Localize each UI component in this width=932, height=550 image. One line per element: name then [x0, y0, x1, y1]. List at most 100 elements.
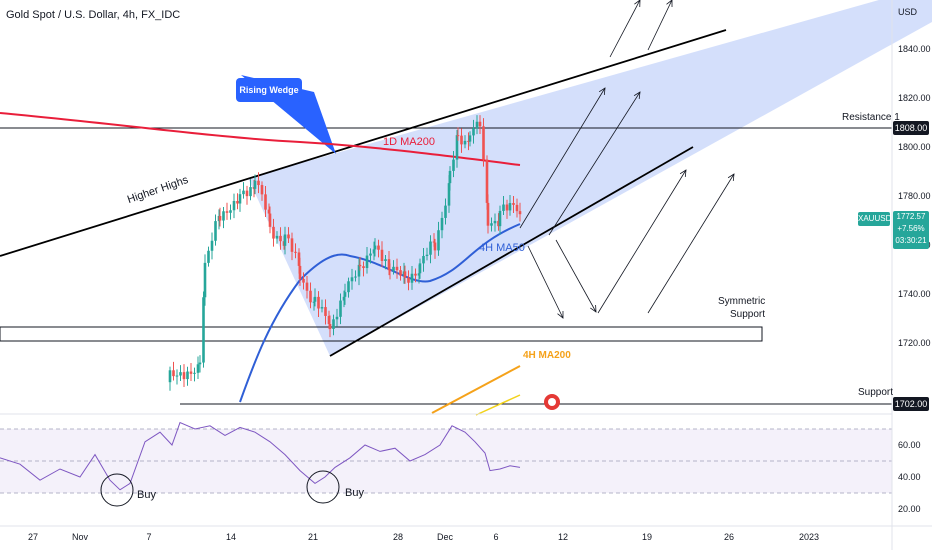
projection-arrow-head-5	[727, 173, 735, 182]
support-label: Support	[858, 387, 894, 398]
y-tick-label: 1840.00	[898, 44, 931, 54]
candle-body	[472, 128, 475, 136]
chart-title: Gold Spot / U.S. Dollar, 4h, FX_IDC	[6, 9, 181, 21]
x-tick-label: 7	[146, 532, 151, 542]
candle-body	[342, 296, 346, 301]
candle-body	[395, 266, 399, 271]
ma-4h-50-label: 4H MA50	[479, 242, 525, 254]
resistance-price-tag: 1808.00	[893, 121, 929, 135]
candle-body	[468, 135, 472, 142]
candle-body	[447, 183, 451, 206]
buy-circle-1	[100, 473, 134, 507]
candle-body	[362, 266, 365, 269]
x-tick-label: 12	[558, 532, 568, 542]
candle-body	[490, 223, 493, 226]
candle-body	[444, 205, 447, 218]
candle-body	[372, 249, 376, 254]
candle-body	[222, 211, 225, 221]
ma-1d-200-line	[0, 112, 521, 166]
candle-body	[232, 201, 236, 211]
candle-body	[399, 270, 402, 276]
candle-body	[297, 252, 301, 266]
candle-body	[182, 372, 186, 380]
y-tick-label: 1800.00	[898, 142, 931, 152]
projection-arrow-head-0	[598, 87, 606, 96]
candle-body	[328, 324, 332, 329]
buy-label-1: Buy	[137, 489, 156, 501]
projection-arrow-head-2	[557, 310, 564, 319]
candle-body	[373, 245, 377, 250]
candle-body	[433, 242, 437, 251]
candle-body	[324, 307, 327, 316]
candle-body	[388, 270, 392, 272]
candle-body	[264, 194, 267, 210]
x-tick-label: 27	[28, 532, 38, 542]
candle-body	[410, 273, 414, 283]
candle-body	[377, 245, 380, 250]
candle-body	[317, 296, 320, 309]
ma-4h-200-line	[431, 365, 521, 414]
rising-wedge-area	[248, 0, 932, 356]
projection-arrow-7	[647, 0, 673, 51]
candle-body	[452, 159, 455, 171]
candle-body	[290, 238, 294, 252]
price-change: +7.56%	[897, 224, 925, 233]
rising-wedge-callout[interactable]: Rising Wedge	[236, 78, 302, 102]
candle-body	[327, 315, 331, 325]
candle-body	[313, 296, 317, 302]
candle-body	[407, 277, 410, 283]
candle-body	[168, 370, 172, 383]
rsi-tick-label: 60.00	[898, 440, 921, 450]
candle-body	[210, 240, 214, 251]
candle-body	[268, 213, 272, 227]
candle-body	[485, 159, 489, 203]
candle-body	[335, 316, 339, 320]
candle-body	[320, 307, 324, 309]
candle-body	[343, 292, 347, 297]
symmetric-support-label-1: Symmetric	[718, 296, 766, 307]
current-price: 1772.57	[896, 212, 926, 221]
candle-body	[358, 264, 362, 267]
x-tick-label: Dec	[437, 532, 454, 542]
candle-body	[253, 180, 257, 189]
candle-body	[498, 210, 502, 227]
x-tick-label: Nov	[72, 532, 89, 542]
candle-body	[422, 255, 425, 264]
candle-body	[207, 250, 210, 263]
candle-body	[425, 254, 429, 256]
candle-body	[267, 209, 271, 214]
candle-body	[179, 372, 182, 376]
ma-4h-200-dashed-projection	[475, 394, 521, 416]
bar-countdown: 03:30:21	[895, 236, 927, 245]
candle-body	[463, 140, 467, 145]
candle-body	[418, 263, 422, 274]
ma-4h-200-label: 4H MA200	[523, 350, 571, 361]
candle-body	[249, 187, 252, 197]
candle-body	[198, 362, 202, 365]
candle-body	[305, 282, 309, 291]
rsi-tick-label: 20.00	[898, 504, 921, 514]
projection-arrow-0	[519, 87, 606, 229]
y-tick-label: 1740.00	[898, 289, 931, 299]
candle-body	[456, 135, 460, 137]
candle-body	[354, 276, 357, 278]
us-flag-event-icon-center	[548, 398, 556, 406]
candle-body	[392, 266, 395, 271]
candle-body	[467, 140, 470, 142]
wedge-upper-line	[0, 29, 727, 257]
resistance-1-label: Resistance 1	[842, 112, 900, 123]
candle-body	[482, 126, 485, 160]
candle-body	[272, 226, 275, 239]
candle-body	[475, 121, 479, 129]
projection-arrow-head-3	[590, 304, 597, 313]
x-tick-label: 6	[493, 532, 498, 542]
x-tick-label: 26	[724, 532, 734, 542]
candle-body	[508, 203, 512, 211]
candle-body	[387, 259, 391, 271]
projection-arrow-head-4	[679, 169, 687, 178]
candle-body	[193, 372, 196, 374]
candle-body	[294, 251, 297, 253]
candle-body	[403, 271, 407, 278]
candle-body	[275, 235, 279, 239]
candle-body	[283, 234, 287, 246]
